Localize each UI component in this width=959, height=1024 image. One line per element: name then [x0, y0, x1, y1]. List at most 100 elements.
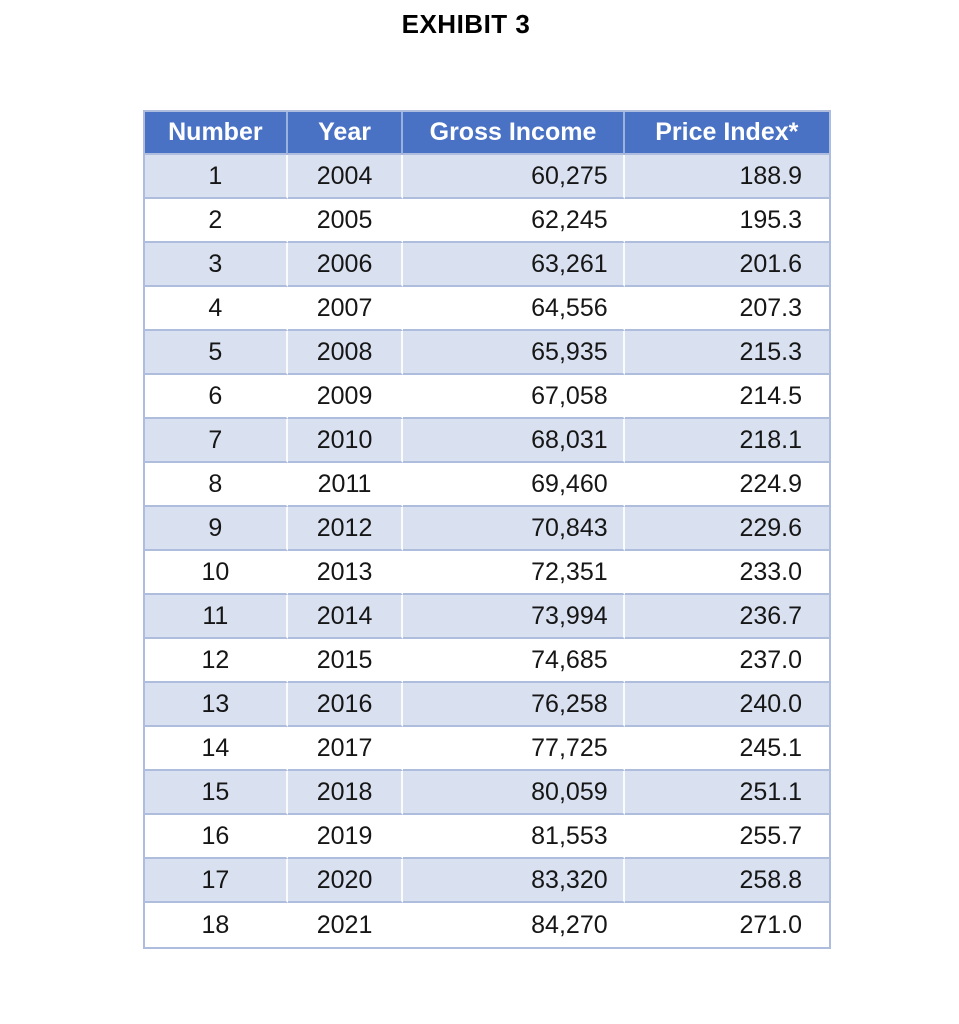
cell-gross-income: 84,270 — [403, 903, 625, 947]
cell-gross-income: 73,994 — [403, 595, 625, 639]
cell-gross-income: 65,935 — [403, 331, 625, 375]
table-row: 1 2004 60,275 188.9 — [145, 155, 829, 199]
table-header: Number Year Gross Income Price Index* — [145, 112, 829, 155]
cell-year: 2017 — [287, 727, 404, 771]
cell-number: 18 — [145, 903, 288, 947]
cell-price-index: 214.5 — [624, 375, 829, 419]
cell-number: 10 — [145, 551, 288, 595]
header-row: Number Year Gross Income Price Index* — [145, 112, 829, 155]
cell-year: 2018 — [287, 771, 404, 815]
page-title: EXHIBIT 3 — [401, 9, 531, 39]
cell-gross-income: 74,685 — [403, 639, 625, 683]
col-header-gross-income: Gross Income — [403, 112, 625, 155]
table-body: 1 2004 60,275 188.9 2 2005 62,245 195.3 … — [145, 155, 829, 947]
cell-number: 17 — [145, 859, 288, 903]
cell-price-index: 233.0 — [624, 551, 829, 595]
cell-number: 11 — [145, 595, 288, 639]
cell-price-index: 271.0 — [624, 903, 829, 947]
table-row: 14 2017 77,725 245.1 — [145, 727, 829, 771]
cell-price-index: 188.9 — [624, 155, 829, 199]
table-row: 8 2011 69,460 224.9 — [145, 463, 829, 507]
table-row: 7 2010 68,031 218.1 — [145, 419, 829, 463]
table-row: 13 2016 76,258 240.0 — [145, 683, 829, 727]
cell-price-index: 255.7 — [624, 815, 829, 859]
cell-gross-income: 81,553 — [403, 815, 625, 859]
cell-year: 2020 — [287, 859, 404, 903]
cell-gross-income: 67,058 — [403, 375, 625, 419]
table-row: 11 2014 73,994 236.7 — [145, 595, 829, 639]
cell-number: 1 — [145, 155, 288, 199]
cell-number: 16 — [145, 815, 288, 859]
cell-year: 2011 — [287, 463, 404, 507]
cell-number: 12 — [145, 639, 288, 683]
table-row: 4 2007 64,556 207.3 — [145, 287, 829, 331]
cell-price-index: 251.1 — [624, 771, 829, 815]
cell-price-index: 218.1 — [624, 419, 829, 463]
cell-year: 2004 — [287, 155, 404, 199]
cell-year: 2010 — [287, 419, 404, 463]
cell-number: 9 — [145, 507, 288, 551]
exhibit-table-container: Number Year Gross Income Price Index* 1 … — [143, 110, 831, 949]
cell-price-index: 258.8 — [624, 859, 829, 903]
table-row: 16 2019 81,553 255.7 — [145, 815, 829, 859]
cell-number: 5 — [145, 331, 288, 375]
col-header-price-index: Price Index* — [624, 112, 829, 155]
cell-year: 2007 — [287, 287, 404, 331]
cell-price-index: 201.6 — [624, 243, 829, 287]
cell-gross-income: 62,245 — [403, 199, 625, 243]
table-row: 15 2018 80,059 251.1 — [145, 771, 829, 815]
cell-number: 13 — [145, 683, 288, 727]
cell-price-index: 237.0 — [624, 639, 829, 683]
cell-number: 15 — [145, 771, 288, 815]
table-row: 17 2020 83,320 258.8 — [145, 859, 829, 903]
col-header-number: Number — [145, 112, 288, 155]
table-row: 2 2005 62,245 195.3 — [145, 199, 829, 243]
cell-number: 4 — [145, 287, 288, 331]
cell-gross-income: 63,261 — [403, 243, 625, 287]
cell-gross-income: 60,275 — [403, 155, 625, 199]
cell-gross-income: 68,031 — [403, 419, 625, 463]
cell-number: 2 — [145, 199, 288, 243]
cell-price-index: 240.0 — [624, 683, 829, 727]
cell-price-index: 245.1 — [624, 727, 829, 771]
cell-price-index: 207.3 — [624, 287, 829, 331]
table-row: 12 2015 74,685 237.0 — [145, 639, 829, 683]
cell-number: 7 — [145, 419, 288, 463]
cell-price-index: 236.7 — [624, 595, 829, 639]
cell-number: 3 — [145, 243, 288, 287]
cell-gross-income: 80,059 — [403, 771, 625, 815]
cell-year: 2006 — [287, 243, 404, 287]
table-row: 18 2021 84,270 271.0 — [145, 903, 829, 947]
cell-price-index: 215.3 — [624, 331, 829, 375]
table-row: 5 2008 65,935 215.3 — [145, 331, 829, 375]
cell-number: 6 — [145, 375, 288, 419]
cell-price-index: 229.6 — [624, 507, 829, 551]
table-row: 6 2009 67,058 214.5 — [145, 375, 829, 419]
cell-year: 2013 — [287, 551, 404, 595]
cell-gross-income: 72,351 — [403, 551, 625, 595]
cell-gross-income: 69,460 — [403, 463, 625, 507]
cell-year: 2012 — [287, 507, 404, 551]
table-row: 3 2006 63,261 201.6 — [145, 243, 829, 287]
cell-year: 2015 — [287, 639, 404, 683]
col-header-year: Year — [287, 112, 404, 155]
cell-year: 2014 — [287, 595, 404, 639]
cell-price-index: 224.9 — [624, 463, 829, 507]
cell-gross-income: 77,725 — [403, 727, 625, 771]
cell-gross-income: 70,843 — [403, 507, 625, 551]
cell-gross-income: 83,320 — [403, 859, 625, 903]
exhibit-table: Number Year Gross Income Price Index* 1 … — [143, 110, 831, 949]
cell-number: 14 — [145, 727, 288, 771]
cell-number: 8 — [145, 463, 288, 507]
cell-year: 2021 — [287, 903, 404, 947]
cell-year: 2019 — [287, 815, 404, 859]
table-row: 9 2012 70,843 229.6 — [145, 507, 829, 551]
cell-year: 2009 — [287, 375, 404, 419]
table-row: 10 2013 72,351 233.0 — [145, 551, 829, 595]
cell-year: 2005 — [287, 199, 404, 243]
cell-gross-income: 76,258 — [403, 683, 625, 727]
cell-gross-income: 64,556 — [403, 287, 625, 331]
cell-price-index: 195.3 — [624, 199, 829, 243]
cell-year: 2008 — [287, 331, 404, 375]
